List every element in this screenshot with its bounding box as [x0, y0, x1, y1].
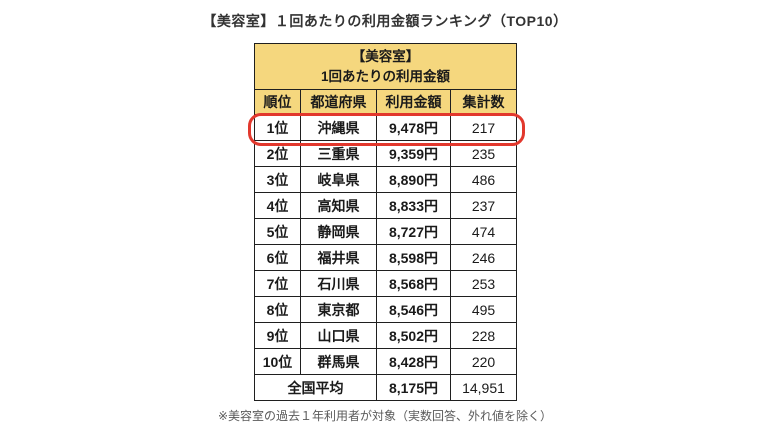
cell-rank: 3位 — [254, 166, 301, 194]
column-header-count: 集計数 — [449, 89, 518, 116]
cell-count: 253 — [449, 270, 518, 298]
table-row: 2位 三重県 9,359円 235 — [254, 140, 518, 168]
cell-rank: 6位 — [254, 244, 301, 272]
summary-row: 全国平均 8,175円 14,951 — [254, 374, 518, 402]
cell-count: 495 — [449, 296, 518, 324]
cell-amount: 8,598円 — [376, 244, 451, 272]
table-row: 4位 高知県 8,833円 237 — [254, 192, 518, 220]
cell-count: 235 — [449, 140, 518, 168]
cell-amount: 8,727円 — [376, 218, 451, 246]
column-header-prefecture: 都道府県 — [300, 89, 377, 116]
summary-label: 全国平均 — [254, 374, 377, 402]
cell-amount: 8,568円 — [376, 270, 451, 298]
summary-count: 14,951 — [449, 374, 518, 402]
cell-count: 246 — [449, 244, 518, 272]
table-row: 6位 福井県 8,598円 246 — [254, 244, 518, 272]
column-header-rank: 順位 — [254, 89, 301, 116]
cell-rank: 8位 — [254, 296, 301, 324]
cell-rank: 2位 — [254, 140, 301, 168]
cell-prefecture: 福井県 — [300, 244, 377, 272]
cell-amount: 8,428円 — [376, 348, 451, 376]
cell-count: 237 — [449, 192, 518, 220]
cell-amount: 8,833円 — [376, 192, 451, 220]
cell-prefecture: 岐阜県 — [300, 166, 377, 194]
ranking-table-grid: 【美容室】 1回あたりの利用金額 順位 都道府県 利用金額 集計数 1位 沖縄県 9… — [253, 42, 518, 402]
table-row: 7位 石川県 8,568円 253 — [254, 270, 518, 298]
table-body: 1位 沖縄県 9,478円 217 2位 三重県 9,359円 235 3位 岐阜県 8,890円 4… — [254, 114, 518, 376]
table-row: 1位 沖縄県 9,478円 217 — [254, 114, 518, 142]
cell-prefecture: 沖縄県 — [300, 114, 377, 142]
cell-amount: 9,478円 — [376, 114, 451, 142]
cell-rank: 5位 — [254, 218, 301, 246]
column-header-amount: 利用金額 — [376, 89, 451, 116]
cell-rank: 7位 — [254, 270, 301, 298]
cell-prefecture: 高知県 — [300, 192, 377, 220]
table-row: 5位 静岡県 8,727円 474 — [254, 218, 518, 246]
ranking-table: 【美容室】 1回あたりの利用金額 順位 都道府県 利用金額 集計数 1位 沖縄県 9… — [247, 42, 525, 402]
table-row: 3位 岐阜県 8,890円 486 — [254, 166, 518, 194]
table-title-line1: 【美容室】 — [351, 49, 420, 64]
cell-amount: 8,890円 — [376, 166, 451, 194]
footnote: ※美容室の過去１年利用者が対象（実数回答、外れ値を除く） — [217, 409, 553, 424]
cell-amount: 8,502円 — [376, 322, 451, 350]
table-row: 9位 山口県 8,502円 228 — [254, 322, 518, 350]
cell-prefecture: 三重県 — [300, 140, 377, 168]
cell-count: 220 — [449, 348, 518, 376]
cell-amount: 9,359円 — [376, 140, 451, 168]
cell-count: 228 — [449, 322, 518, 350]
summary-amount: 8,175円 — [376, 374, 451, 402]
cell-prefecture: 群馬県 — [300, 348, 377, 376]
cell-prefecture: 山口県 — [300, 322, 377, 350]
cell-amount: 8,546円 — [376, 296, 451, 324]
table-title-cell: 【美容室】 1回あたりの利用金額 — [253, 42, 518, 91]
cell-count: 217 — [449, 114, 518, 142]
table-title-row: 【美容室】 1回あたりの利用金額 — [253, 42, 518, 91]
cell-rank: 10位 — [254, 348, 301, 376]
table-row: 8位 東京都 8,546円 495 — [254, 296, 518, 324]
table-row: 10位 群馬県 8,428円 220 — [254, 348, 518, 376]
table-title-line2: 1回あたりの利用金額 — [321, 68, 451, 84]
cell-prefecture: 石川県 — [300, 270, 377, 298]
page-title: 【美容室】１回あたりの利用金額ランキング（TOP10） — [202, 13, 568, 29]
cell-rank: 4位 — [254, 192, 301, 220]
cell-prefecture: 東京都 — [300, 296, 377, 324]
cell-rank: 9位 — [254, 322, 301, 350]
cell-count: 486 — [449, 166, 518, 194]
cell-rank: 1位 — [254, 114, 301, 142]
cell-prefecture: 静岡県 — [300, 218, 377, 246]
column-header-row: 順位 都道府県 利用金額 集計数 — [254, 89, 518, 116]
cell-count: 474 — [449, 218, 518, 246]
